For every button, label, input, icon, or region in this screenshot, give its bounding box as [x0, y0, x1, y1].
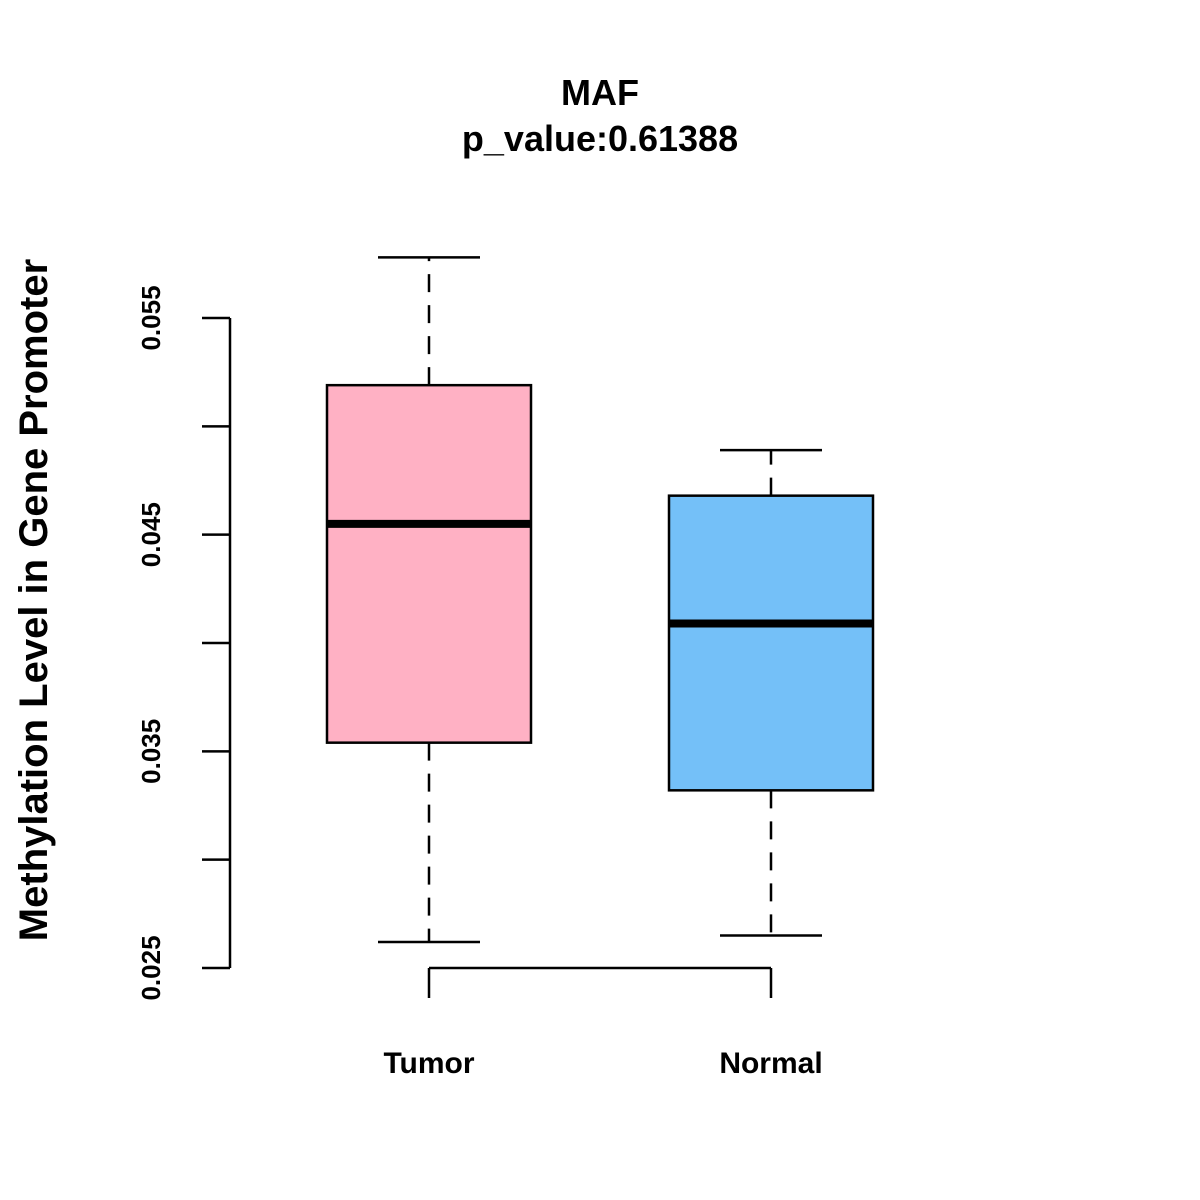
plot-area: 0.025 0.035 0.045 0.055 Tumor Normal: [136, 256, 875, 1080]
y-tick-label: 0.035: [136, 719, 166, 784]
y-tick-label: 0.055: [136, 285, 166, 350]
y-tick-label: 0.045: [136, 502, 166, 567]
y-tick-label: 0.025: [136, 935, 166, 1000]
box-normal: [667, 494, 875, 792]
box-tumor: [325, 383, 533, 744]
chart-subtitle: p_value:0.61388: [462, 118, 738, 159]
x-tick-label: Normal: [719, 1047, 822, 1080]
x-tick-label: Tumor: [383, 1047, 474, 1080]
y-axis-label: Methylation Level in Gene Promoter: [12, 259, 56, 941]
chart-title: MAF: [561, 72, 639, 113]
